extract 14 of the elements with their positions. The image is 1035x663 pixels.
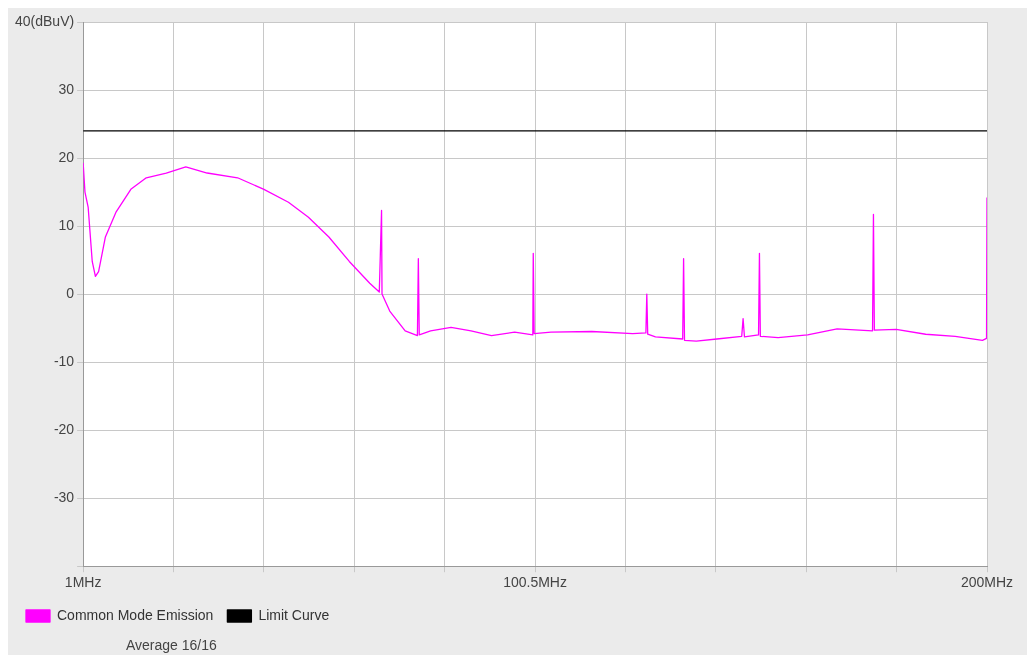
text: Average 16/16 xyxy=(126,636,218,653)
y-tick-label: 30 xyxy=(58,80,75,97)
legend-label: Common Mode Emission xyxy=(57,606,214,623)
y-tick-label: 20 xyxy=(58,148,75,165)
y-tick-label: 40(dBuV) xyxy=(14,12,75,29)
legend-label: Limit Curve xyxy=(258,606,330,623)
y-tick-label: -20 xyxy=(53,421,75,438)
x-tick-label: 100.5MHz xyxy=(503,574,567,591)
x-tick-label: 1MHz xyxy=(64,574,102,591)
y-tick-label: -30 xyxy=(53,489,75,506)
y-tick-label: 0 xyxy=(66,284,75,301)
x-tick-label: 200MHz xyxy=(960,574,1014,591)
y-tick-label: 10 xyxy=(58,216,75,233)
y-tick-label: -10 xyxy=(53,352,75,369)
